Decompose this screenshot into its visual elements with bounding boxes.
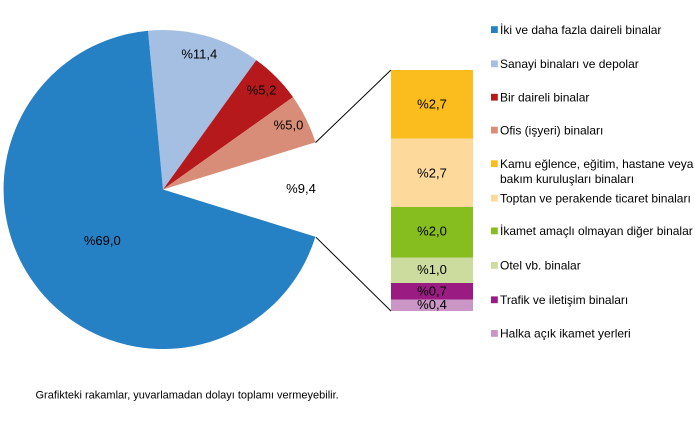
svg-text:Grafikteki rakamlar, yuvarlama: Grafikteki rakamlar, yuvarlamadan dolayı… [36,390,339,402]
svg-text:Sanayi binaları ve depolar: Sanayi binaları ve depolar [500,57,639,71]
svg-text:%5,0: %5,0 [274,118,304,133]
svg-text:Trafik ve iletişim binaları: Trafik ve iletişim binaları [500,293,628,307]
svg-text:%0,7: %0,7 [417,284,447,299]
svg-text:Toptan ve perakende ticaret bi: Toptan ve perakende ticaret binaları [500,191,691,205]
svg-text:%11,4: %11,4 [181,46,217,61]
svg-text:Halka açık ikamet yerleri: Halka açık ikamet yerleri [500,327,631,341]
svg-text:%1,0: %1,0 [417,262,447,277]
svg-text:İki ve daha fazla daireli bina: İki ve daha fazla daireli binalar [500,23,661,37]
svg-text:İkamet amaçlı olmayan diğer bi: İkamet amaçlı olmayan diğer binalar [500,224,693,238]
svg-text:%69,0: %69,0 [84,233,121,248]
svg-text:Bir daireli binalar: Bir daireli binalar [500,90,589,104]
svg-text:Otel vb. binalar: Otel vb. binalar [500,259,581,273]
svg-text:bakım kuruluşları binaları: bakım kuruluşları binaları [500,172,634,186]
svg-text:%0,4: %0,4 [417,297,447,312]
svg-text:%2,7: %2,7 [417,165,447,180]
svg-text:%9,4: %9,4 [286,181,316,196]
svg-text:Kamu eğlence, eğitim, hastane: Kamu eğlence, eğitim, hastane veya [500,157,694,171]
svg-text:Ofis (işyeri) binaları: Ofis (işyeri) binaları [500,123,603,137]
svg-text:%2,7: %2,7 [417,97,447,112]
svg-text:%5,2: %5,2 [247,83,277,98]
svg-text:%2,0: %2,0 [417,224,447,239]
